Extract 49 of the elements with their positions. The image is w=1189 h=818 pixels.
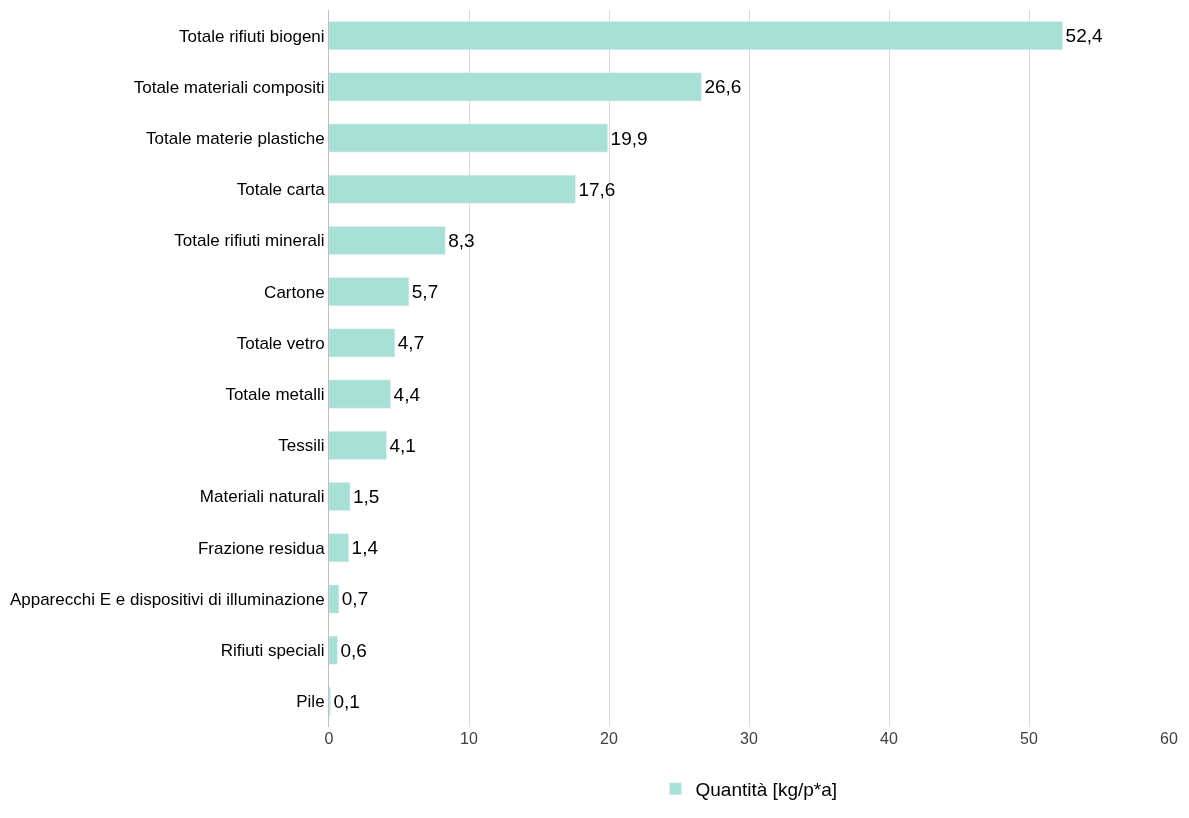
bar (329, 328, 396, 358)
data-label: 4,4 (393, 383, 421, 405)
data-label: 0,6 (340, 639, 367, 661)
x-tick-label: 60 (1160, 730, 1178, 747)
y-tick-label: Frazione residua (197, 538, 326, 558)
x-tick-label: 0 (324, 730, 334, 747)
bar (329, 72, 702, 102)
y-tick-label: Apparecchi E e dispositivi di illuminazione (9, 589, 325, 609)
bar (329, 430, 387, 460)
y-tick-label: Cartone (264, 282, 325, 302)
y-tick-label: Pile (296, 692, 325, 712)
x-tick-label: 10 (460, 730, 478, 747)
data-label: 0,1 (333, 690, 360, 712)
bar (329, 226, 446, 255)
y-tick-label: Rifiuti speciali (220, 641, 325, 661)
x-tick-label: 50 (1020, 730, 1038, 747)
y-tick-label: Tessili (278, 436, 325, 456)
x-tick-label: 20 (600, 730, 618, 747)
y-tick-label: Totale rifiuti minerali (174, 231, 325, 251)
bar (329, 635, 338, 665)
bar (329, 174, 576, 204)
data-label: 4,1 (389, 434, 416, 456)
y-tick-label: Totale metalli (225, 385, 325, 405)
data-label: 0,7 (341, 588, 369, 610)
bar (329, 21, 1063, 50)
y-tick-label: Totale materiali compositi (133, 77, 325, 97)
bar (329, 379, 391, 409)
bar (329, 277, 410, 307)
bar (329, 533, 349, 563)
data-label: 8,3 (448, 229, 475, 251)
y-tick-label: Totale rifiuti biogeni (179, 26, 325, 46)
bar (329, 584, 340, 614)
x-tick-label: 30 (740, 730, 758, 747)
legend-label: Quantità [kg/p*a] (695, 779, 838, 801)
y-tick-label: Totale materie plastiche (146, 128, 325, 148)
y-tick-label: Totale carta (236, 180, 326, 200)
data-label: 1,4 (351, 537, 379, 559)
y-tick-label: Materiali naturali (199, 487, 325, 507)
data-label: 5,7 (411, 281, 439, 303)
bar (329, 123, 608, 153)
data-label: 26,6 (704, 76, 742, 98)
data-label: 17,6 (578, 178, 616, 200)
data-label: 4,7 (397, 332, 425, 354)
bar (329, 482, 351, 511)
data-label: 1,5 (353, 486, 380, 508)
y-tick-label: Totale vetro (236, 333, 325, 353)
data-label: 19,9 (610, 127, 648, 149)
data-label: 52,4 (1065, 25, 1104, 47)
x-tick-label: 40 (880, 730, 898, 747)
